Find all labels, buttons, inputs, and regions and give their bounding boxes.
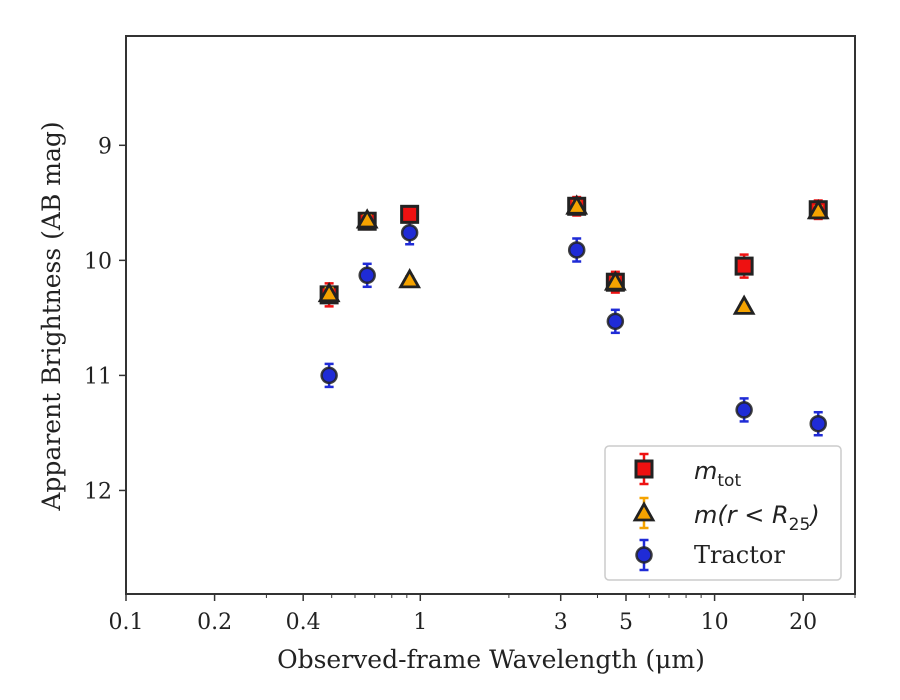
x-tick-label: 3 <box>554 610 568 635</box>
triangle-marker <box>565 194 589 215</box>
circle-marker <box>735 401 753 419</box>
square-marker <box>634 459 654 479</box>
plot-frame <box>125 35 856 595</box>
legend-label-mtot-base: m <box>694 457 717 485</box>
triangle-marker <box>355 208 379 229</box>
data-point-triangle <box>732 294 756 315</box>
y-axis-ticks: 9 10 11 12 <box>84 134 126 504</box>
data-point-triangle <box>355 208 379 229</box>
data-point-circle <box>809 410 827 437</box>
data-point-circle <box>358 262 376 289</box>
triangle-marker <box>732 294 756 315</box>
triangle-marker <box>317 281 341 303</box>
data-point-circle <box>567 237 586 263</box>
y-tick-label: 9 <box>98 134 112 159</box>
x-tick-label: 5 <box>619 610 633 635</box>
legend: mtot m(r < R25) Tractor <box>604 445 842 581</box>
legend-label-m-r25-base: m <box>694 501 717 529</box>
legend-label-mtot-sub: tot <box>717 471 741 491</box>
data-point-circle <box>606 308 625 335</box>
triangle-marker <box>806 199 830 220</box>
y-tick-label: 11 <box>84 364 112 389</box>
circle-marker <box>635 546 653 564</box>
triangle-marker <box>603 270 627 291</box>
legend-label-m-r25-close: ) <box>808 501 819 529</box>
triangle-marker <box>632 501 656 522</box>
circle-marker <box>400 223 419 242</box>
data-point-square <box>734 253 754 279</box>
data-point-triangle <box>806 199 830 220</box>
legend-label-tractor: Tractor <box>694 541 785 569</box>
x-tick-label: 10 <box>701 610 729 635</box>
legend-label-m-r25-sub: 25 <box>789 515 811 535</box>
legend-label-m-r25-rest: (r < R <box>717 501 788 529</box>
legend-box <box>604 445 842 581</box>
legend-marker-circle <box>635 538 653 572</box>
x-tick-label: 1 <box>413 610 427 635</box>
square-marker <box>734 256 754 276</box>
legend-marker-square <box>634 452 654 486</box>
circle-marker <box>567 241 586 259</box>
data-point-triangle <box>603 270 627 291</box>
data-points <box>317 194 830 437</box>
data-point-triangle <box>565 194 589 215</box>
circle-marker <box>320 366 338 385</box>
legend-marker-triangle <box>632 496 656 530</box>
data-point-circle <box>735 397 753 423</box>
x-tick-label: 0.2 <box>197 610 232 635</box>
x-axis-ticks: 0.1 0.2 0.4 1 3 5 10 20 <box>109 594 856 635</box>
y-tick-label: 12 <box>84 479 112 504</box>
circle-marker <box>809 414 827 433</box>
circle-marker <box>358 266 376 285</box>
data-point-triangle <box>317 281 341 303</box>
x-tick-label: 0.1 <box>109 610 144 635</box>
x-axis-title: Observed-frame Wavelength (μm) <box>277 645 705 674</box>
data-point-square <box>400 204 420 224</box>
data-point-triangle <box>398 268 422 289</box>
legend-label-mtot: mtot <box>694 457 741 491</box>
data-point-circle <box>320 362 338 389</box>
y-tick-label: 10 <box>84 249 112 274</box>
square-marker <box>400 204 420 224</box>
x-tick-label: 0.4 <box>286 610 321 635</box>
triangle-marker <box>398 268 422 289</box>
y-axis-title: Apparent Brightness (AB mag) <box>37 121 66 511</box>
legend-markers <box>632 452 656 572</box>
legend-label-m-r25: m(r < R25) <box>694 501 820 535</box>
circle-marker <box>606 312 625 331</box>
x-tick-label: 20 <box>789 610 817 635</box>
